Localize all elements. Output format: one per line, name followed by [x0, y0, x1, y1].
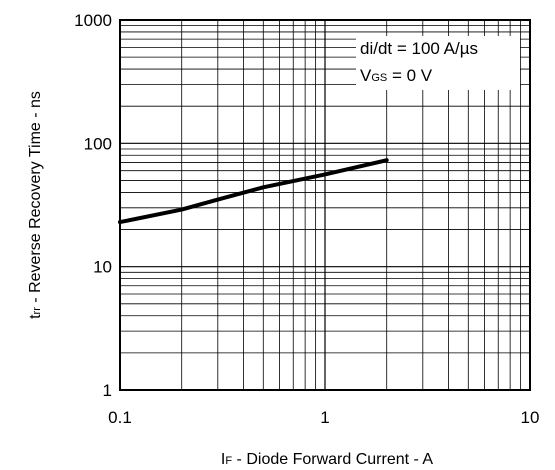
y-tick-label: 1000: [74, 11, 112, 30]
x-tick-label: 10: [521, 408, 540, 427]
annotation-vgs-prefix: V: [360, 66, 372, 85]
series-layer: [118, 158, 389, 225]
x-axis-title-prefix: I: [221, 451, 225, 468]
annotation-didt: di/dt = 100 A/µs: [360, 39, 478, 58]
x-axis-title-rest: - Diode Forward Current - A: [232, 451, 433, 468]
y-tick-label: 10: [93, 258, 112, 277]
plot-frame: [119, 19, 531, 391]
x-tick-label: 1: [320, 408, 329, 427]
y-axis-title-prefix: t: [27, 314, 44, 319]
annotation-background: [356, 36, 520, 90]
series-line: [118, 158, 389, 225]
annotation-box: di/dt = 100 A/µs VGS = 0 V: [356, 36, 520, 90]
annotation-vgs-sub: GS: [371, 72, 387, 84]
y-axis-title-sub: rr: [31, 307, 43, 315]
tick-labels: 0.1 1 10 1 10 100 1000: [74, 11, 539, 427]
x-axis-title: IF - Diode Forward Current - A: [221, 451, 433, 468]
y-tick-label: 1: [103, 381, 112, 400]
annotation-vgs-rest: = 0 V: [387, 66, 433, 85]
x-axis-title-sub: F: [225, 455, 232, 467]
x-tick-label: 0.1: [108, 408, 132, 427]
y-axis-title-rest: - Reverse Recovery Time - ns: [27, 91, 44, 307]
annotation-vgs: VGS = 0 V: [360, 66, 433, 85]
y-axis-title: trr - Reverse Recovery Time - ns: [27, 91, 44, 319]
y-tick-label: 100: [84, 134, 112, 153]
